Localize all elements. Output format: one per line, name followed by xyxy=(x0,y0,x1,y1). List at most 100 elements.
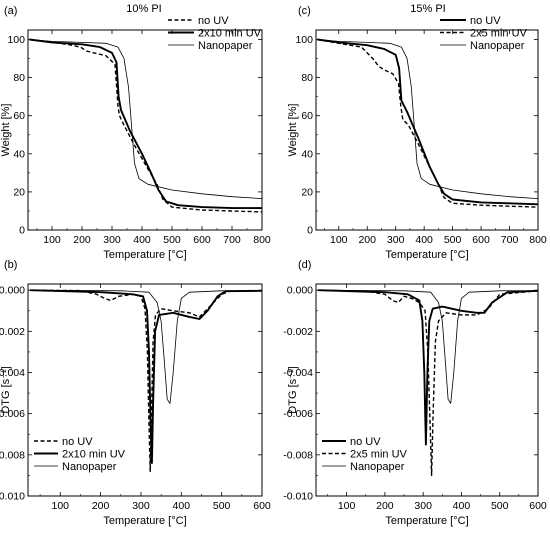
plot-frame xyxy=(27,283,263,497)
legend-label: Nanopaper xyxy=(470,40,525,52)
legend-label: Nanopaper xyxy=(198,40,253,52)
x-tick-label: 600 xyxy=(193,234,211,246)
y-tick-label: -0.002 xyxy=(283,326,313,338)
chart-panel-d: 100 200 300 400 500 600 0.000 -0.002 -0.004 -0.00… xyxy=(283,259,547,527)
legend-label: no UV xyxy=(350,436,381,448)
x-tick-label: 200 xyxy=(376,500,394,512)
y-tick-label: -0.008 xyxy=(283,449,313,461)
y-tick-label: -0.006 xyxy=(0,408,25,420)
y-tick-label: -0.006 xyxy=(283,408,313,420)
x-tick-label: 400 xyxy=(415,234,433,246)
x-tick-label: 100 xyxy=(338,500,356,512)
y-tick-label: 60 xyxy=(13,110,25,122)
series-line-nanopaper xyxy=(317,289,539,404)
series-line-2x10-min-uv xyxy=(29,38,262,210)
series-line-no-uv xyxy=(29,38,263,213)
y-tick-label: 0.000 xyxy=(287,285,313,297)
x-tick-label: 800 xyxy=(529,234,547,246)
x-tick-label: 300 xyxy=(132,500,150,512)
y-tick-label: 100 xyxy=(295,34,313,46)
legend-label: 2x5 min UV xyxy=(470,28,528,40)
chart-title: 15% PI xyxy=(410,3,445,15)
legend-label: 2x5 min UV xyxy=(350,449,408,461)
series-line-2x5-min-uv xyxy=(317,38,539,208)
panel-label: (d) xyxy=(298,259,311,271)
panel-label: (b) xyxy=(4,259,17,271)
x-tick-label: 800 xyxy=(253,234,271,246)
series-line-2x5-min-uv xyxy=(317,289,539,477)
x-tick-label: 400 xyxy=(173,500,191,512)
series-line-2x10-min-uv xyxy=(29,289,263,465)
y-tick-label: -0.004 xyxy=(283,367,313,379)
x-tick-label: 500 xyxy=(213,500,231,512)
x-axis-label: Temperature [°C] xyxy=(103,515,186,527)
x-axis-label: Temperature [°C] xyxy=(103,249,186,261)
x-tick-label: 700 xyxy=(501,234,519,246)
y-axis-label: Weight [%] xyxy=(287,104,299,157)
plot-frame xyxy=(27,29,263,231)
series-line-nanopaper xyxy=(317,39,539,199)
x-tick-label: 200 xyxy=(92,500,110,512)
legend-label: no UV xyxy=(62,436,93,448)
series-line-nanopaper xyxy=(29,39,263,199)
y-tick-label: 40 xyxy=(301,148,313,160)
x-tick-label: 600 xyxy=(253,500,271,512)
series-line-no-uv xyxy=(29,289,263,472)
y-tick-label: 80 xyxy=(301,72,313,84)
y-tick-label: 40 xyxy=(13,148,25,160)
legend-label: Nanopaper xyxy=(350,461,405,473)
y-tick-label: -0.004 xyxy=(0,367,25,379)
x-tick-label: 100 xyxy=(330,234,348,246)
x-tick-label: 200 xyxy=(73,234,91,246)
series-line-nanopaper xyxy=(29,289,263,404)
x-tick-label: 400 xyxy=(453,500,471,512)
x-axis-label: Temperature [°C] xyxy=(385,249,468,261)
y-tick-label: 20 xyxy=(301,186,313,198)
panel-label: (c) xyxy=(298,5,311,17)
x-tick-label: 600 xyxy=(529,500,547,512)
x-tick-label: 300 xyxy=(103,234,121,246)
panel-label: (a) xyxy=(4,5,17,17)
y-tick-label: -0.010 xyxy=(0,491,25,503)
y-tick-label: -0.010 xyxy=(283,491,313,503)
chart-panel-b: 100 200 300 400 500 600 0.000 -0.002 -0.004 -0.00… xyxy=(0,259,271,527)
legend-label: 2x10 min UV xyxy=(198,28,262,40)
legend-label: Nanopaper xyxy=(62,461,117,473)
x-tick-label: 300 xyxy=(387,234,405,246)
y-tick-label: 0.000 xyxy=(0,285,25,297)
x-tick-label: 300 xyxy=(414,500,432,512)
x-tick-label: 600 xyxy=(472,234,490,246)
series-line-no-uv xyxy=(317,38,539,206)
chart-panel-c: 100 200 300 400 500 600 700 800 0 20 40 60 80 100 no U… xyxy=(287,3,547,261)
legend-label: 2x10 min UV xyxy=(62,449,126,461)
series-line-no-uv xyxy=(317,289,539,446)
y-tick-label: 20 xyxy=(13,186,25,198)
y-tick-label: 60 xyxy=(301,110,313,122)
y-tick-label: 100 xyxy=(7,34,25,46)
x-tick-label: 500 xyxy=(491,500,509,512)
x-axis-label: Temperature [°C] xyxy=(385,515,468,527)
x-tick-label: 500 xyxy=(163,234,181,246)
y-axis-label: Weight [%] xyxy=(0,104,12,157)
y-axis-label: DTG [s⁻¹] xyxy=(0,366,12,413)
x-tick-label: 700 xyxy=(223,234,241,246)
x-tick-label: 500 xyxy=(444,234,462,246)
chart-panel-a: 100 200 300 400 500 600 700 800 0 20 40 60 80 100 no U… xyxy=(0,3,271,261)
x-tick-label: 400 xyxy=(133,234,151,246)
plot-frame xyxy=(315,29,539,231)
y-tick-label: 0 xyxy=(19,225,25,237)
x-tick-label: 200 xyxy=(358,234,376,246)
chart-title: 10% PI xyxy=(126,3,161,15)
y-tick-label: 0 xyxy=(307,225,313,237)
legend-label: no UV xyxy=(470,15,501,27)
y-tick-label: 80 xyxy=(13,72,25,84)
y-tick-label: -0.008 xyxy=(0,449,25,461)
legend-label: no UV xyxy=(198,15,229,27)
x-tick-label: 100 xyxy=(52,500,70,512)
plot-frame xyxy=(315,283,539,497)
y-tick-label: -0.002 xyxy=(0,326,25,338)
x-tick-label: 100 xyxy=(43,234,61,246)
y-axis-label: DTG [s⁻¹] xyxy=(287,366,299,413)
